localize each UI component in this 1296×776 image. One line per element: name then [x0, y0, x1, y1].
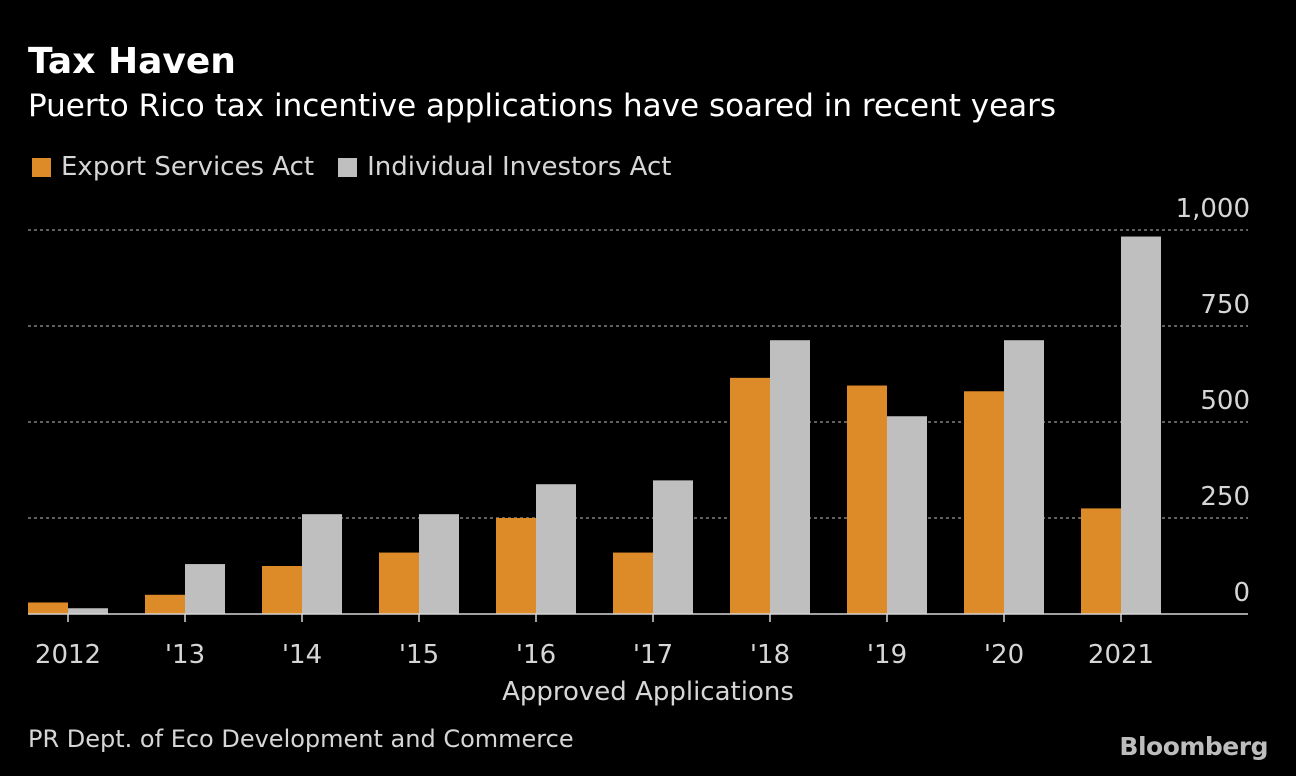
legend-label-individual-investors: Individual Investors Act — [367, 152, 672, 182]
bar-individual-investors — [770, 340, 810, 614]
bar-individual-investors — [1121, 236, 1161, 614]
bar-individual-investors — [185, 564, 225, 614]
x-tick-label: '19 — [867, 640, 907, 670]
legend-item-export-services: Export Services Act — [32, 152, 314, 182]
x-tick-label: '17 — [633, 640, 673, 670]
bar-individual-investors — [536, 484, 576, 614]
x-tick-label: 2021 — [1088, 640, 1154, 670]
legend-label-export-services: Export Services Act — [61, 152, 315, 182]
x-tick-label: '18 — [750, 640, 790, 670]
legend-item-individual-investors: Individual Investors Act — [338, 152, 671, 182]
x-tick-label: '14 — [282, 640, 322, 670]
bar-export-services — [730, 377, 770, 614]
bar-export-services — [847, 385, 887, 614]
chart-subtitle: Puerto Rico tax incentive applications h… — [28, 88, 1057, 124]
chart-title: Tax Haven — [28, 41, 236, 82]
x-tick-label: '13 — [165, 640, 205, 670]
y-tick-label: 500 — [1200, 386, 1250, 416]
bar-export-services — [28, 602, 68, 614]
gridlines — [28, 229, 1248, 519]
bars — [28, 236, 1161, 614]
legend: Export Services Act Individual Investors… — [32, 150, 695, 184]
y-tick-label: 0 — [1233, 578, 1250, 608]
y-tick-label: 750 — [1200, 290, 1250, 320]
bar-export-services — [262, 566, 302, 614]
bar-individual-investors — [653, 480, 693, 614]
bar-export-services — [964, 391, 1004, 614]
x-tick-label: '16 — [516, 640, 556, 670]
bar-export-services — [496, 518, 536, 614]
legend-swatch-export-services — [32, 157, 51, 177]
y-tick-label: 250 — [1200, 482, 1250, 512]
y-tick-label: 1,000 — [1176, 194, 1250, 224]
bar-export-services — [145, 594, 185, 614]
bar-export-services — [1081, 508, 1121, 614]
bar-individual-investors — [1004, 340, 1044, 614]
axes: 0 250 500 750 1,000 2012 '13 '14 '15 '16 '17 '18 '19… — [28, 194, 1250, 670]
bar-individual-investors — [302, 514, 342, 614]
x-tick-label: '20 — [984, 640, 1024, 670]
bar-export-services — [613, 552, 653, 614]
bar-individual-investors — [68, 608, 108, 614]
bar-individual-investors — [887, 416, 927, 614]
x-tick-label: '15 — [399, 640, 439, 670]
x-tick-label: 2012 — [35, 640, 101, 670]
x-axis-title: Approved Applications — [502, 677, 794, 707]
bloomberg-logo: Bloomberg — [1119, 732, 1268, 761]
source-note: PR Dept. of Eco Development and Commerce — [28, 725, 574, 753]
bar-export-services — [379, 552, 419, 614]
bar-individual-investors — [419, 514, 459, 614]
legend-swatch-individual-investors — [338, 157, 358, 177]
